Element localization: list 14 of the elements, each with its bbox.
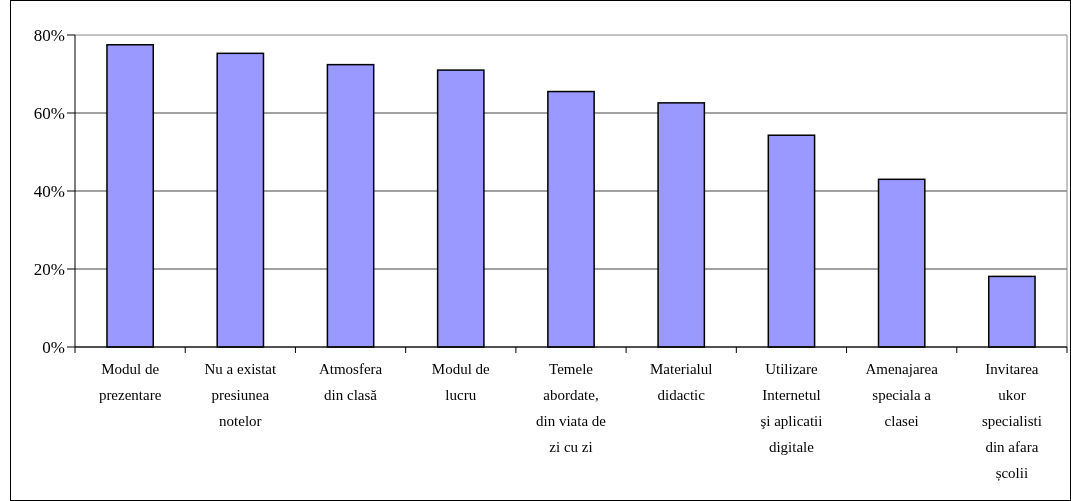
x-tick-label: Modul de prezentare <box>98 361 162 403</box>
x-tick-label: Invitarea ukor specialisti din afara școlii <box>981 361 1042 482</box>
x-tick-label: Amenajarea speciala a clasei <box>865 361 939 429</box>
x-tick-label: Utilizare Internetul şi aplicatii digitale <box>760 361 823 455</box>
x-tick-label: Materialul didactic <box>649 361 713 403</box>
x-tick-label: Atmosfera din clasă <box>318 361 383 403</box>
y-tick-label: 60% <box>33 103 65 123</box>
x-tick-label: Modul de lucru <box>431 361 491 403</box>
x-tick-label: Temele abordate, din viata de zi cu zi <box>536 361 607 455</box>
y-tick-label: 0% <box>42 337 65 357</box>
y-tick-label: 80% <box>33 25 65 45</box>
x-tick-label: Nu a existat presiunea notelor <box>204 361 277 429</box>
y-tick-label: 20% <box>33 259 65 279</box>
y-tick-label: 40% <box>33 181 65 201</box>
